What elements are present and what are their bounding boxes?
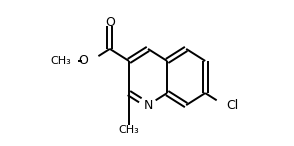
Text: CH₃: CH₃: [118, 125, 139, 135]
Text: CH₃: CH₃: [50, 56, 71, 66]
Text: O: O: [105, 16, 115, 29]
Text: O: O: [78, 54, 88, 67]
Text: Cl: Cl: [226, 99, 239, 112]
Text: N: N: [143, 99, 153, 112]
